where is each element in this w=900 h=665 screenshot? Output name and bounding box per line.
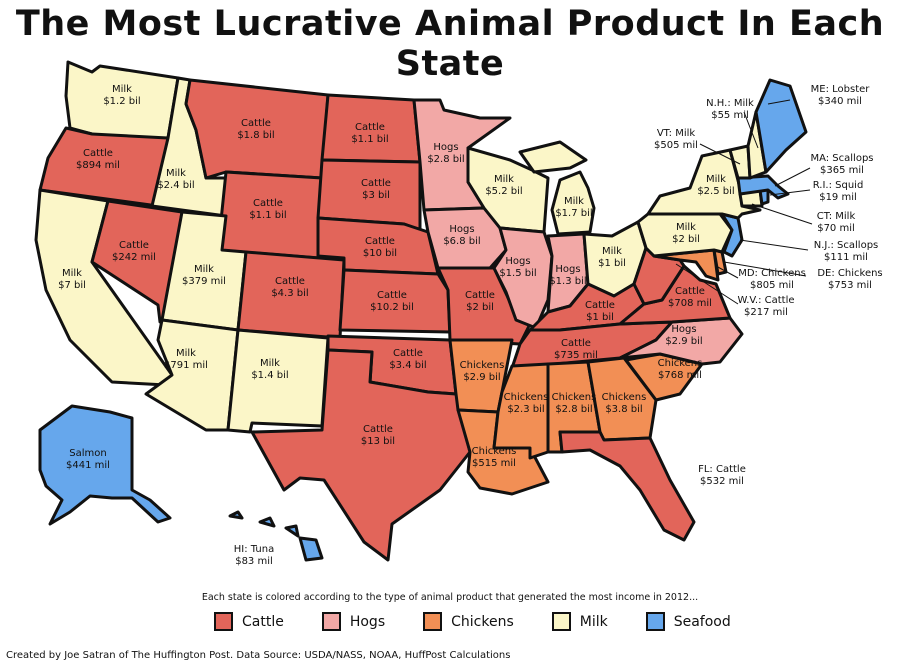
legend-item-cattle: Cattle (214, 612, 284, 631)
swatch-seafood (645, 612, 665, 631)
legend-item-chickens: Chickens (423, 612, 514, 631)
state-mt (184, 78, 330, 180)
swatch-chickens (423, 612, 443, 631)
state-pa (636, 212, 734, 258)
legend: Cattle Hogs Chickens Milk Seafood (214, 612, 769, 631)
state-wy (216, 170, 324, 260)
state-hi (228, 510, 324, 562)
state-ma (736, 174, 790, 200)
swatch-cattle (214, 612, 233, 631)
callout-leaders (675, 99, 813, 305)
state-tx (250, 348, 472, 562)
legend-caption: Each state is colored according to the t… (201, 592, 699, 603)
credit-line: Created by Joe Satran of The Huffington … (6, 650, 511, 661)
state-ks (338, 268, 452, 334)
state-nc (618, 316, 744, 366)
legend-item-milk: Milk (551, 612, 608, 631)
state-wa (64, 60, 180, 142)
state-ak (38, 404, 172, 526)
state-co (236, 250, 346, 340)
legend-item-hogs: Hogs (321, 612, 385, 631)
state-fl (558, 430, 696, 542)
swatch-milk (551, 612, 571, 631)
state-il (492, 226, 554, 330)
state-nm (226, 328, 330, 434)
legend-item-seafood: Seafood (645, 612, 731, 631)
state-nd (320, 93, 422, 164)
swatch-hogs (321, 612, 341, 631)
state-mi (518, 140, 596, 236)
us-map (34, 60, 813, 562)
state-me (754, 78, 808, 174)
map-title: The Most Lucrative Animal Product In Eac… (15, 4, 885, 84)
